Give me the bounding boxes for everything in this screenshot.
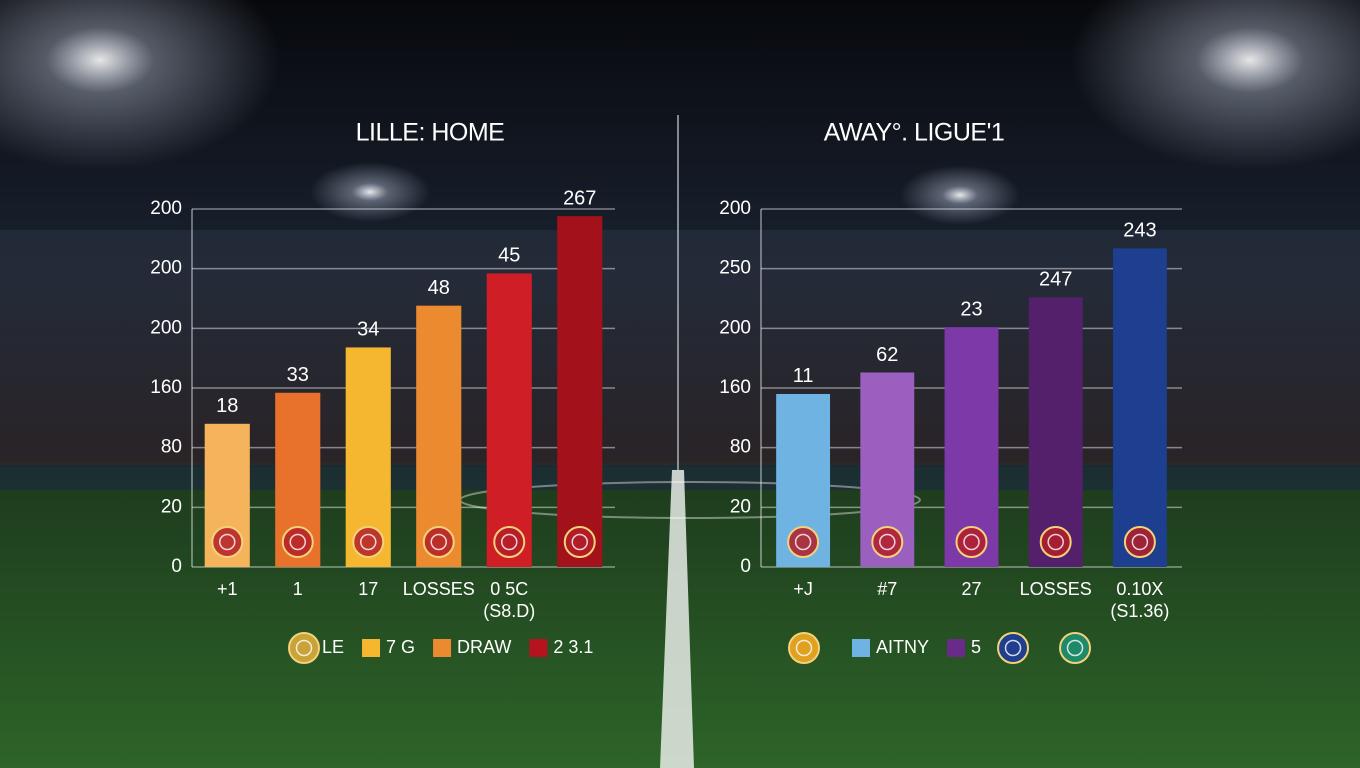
x-tick-label: 27 — [961, 579, 981, 599]
team-badge — [788, 632, 820, 664]
team-badge-inner — [794, 533, 812, 551]
team-badge-inner — [1131, 533, 1149, 551]
value-label: 243 — [1123, 220, 1156, 242]
y-tick-label: 200 — [150, 258, 182, 279]
value-label: 62 — [876, 344, 898, 366]
team-badge — [563, 526, 596, 558]
team-badge-inner — [360, 533, 377, 551]
x-tick-label: 0.10X — [1116, 579, 1163, 599]
team-badge-inner — [571, 533, 588, 551]
y-tick-label: 200 — [150, 198, 182, 219]
legend-swatch — [529, 639, 548, 657]
halfway-line — [660, 470, 694, 768]
floodlight — [900, 165, 1020, 225]
team-badge-inner — [1066, 639, 1084, 657]
chart-title: LILLE: HOME — [356, 119, 505, 147]
value-label: 267 — [563, 187, 596, 209]
x-tick-label: +J — [793, 579, 813, 599]
chart-title: AWAY°. LIGUE'1 — [824, 119, 1005, 147]
y-tick-label: 250 — [719, 258, 751, 279]
team-badge-inner — [1047, 533, 1064, 551]
legend-label: 2 3.1 — [553, 637, 593, 657]
y-tick-label: 0 — [171, 556, 182, 577]
y-tick-label: 160 — [150, 377, 182, 398]
team-badge — [997, 632, 1030, 664]
team-badge — [871, 526, 904, 558]
team-badge — [955, 526, 988, 558]
team-badge-inner — [289, 533, 306, 551]
floodlight — [0, 0, 280, 170]
team-badge — [352, 526, 385, 558]
team-badge — [288, 632, 320, 664]
team-badge-inner — [430, 533, 447, 551]
x-tick-label: 17 — [358, 579, 378, 599]
team-badge — [422, 526, 455, 558]
value-label: 48 — [428, 277, 450, 299]
legend-swatch — [947, 639, 966, 657]
x-tick-label: 1 — [293, 579, 303, 599]
legend-swatch — [433, 639, 452, 657]
legend-label: LE — [322, 637, 344, 657]
team-badge-inner — [963, 533, 980, 551]
y-tick-label: 20 — [730, 496, 751, 517]
floodlight — [310, 162, 430, 222]
team-badge — [1039, 526, 1072, 558]
value-label: 23 — [960, 298, 982, 320]
x-tick-label: (S8.D) — [483, 601, 535, 621]
value-label: 247 — [1039, 269, 1072, 291]
team-badge — [281, 526, 314, 558]
value-label: 33 — [287, 364, 309, 386]
team-badge-inner — [295, 639, 313, 657]
bar — [416, 305, 462, 567]
team-badge-inner — [219, 533, 236, 551]
value-label: 11 — [793, 365, 814, 387]
team-badge — [1059, 632, 1092, 664]
bar — [486, 273, 532, 567]
y-tick-label: 80 — [161, 437, 182, 458]
team-badge — [787, 526, 820, 558]
x-tick-label: LOSSES — [1020, 579, 1092, 599]
y-tick-label: 20 — [161, 496, 182, 517]
y-tick-label: 200 — [719, 317, 751, 338]
y-tick-label: 200 — [719, 198, 751, 219]
y-tick-label: 200 — [150, 317, 182, 338]
y-tick-label: 0 — [740, 556, 751, 577]
team-badge-inner — [501, 533, 518, 551]
team-badge — [211, 526, 244, 558]
x-tick-label: +1 — [217, 579, 238, 599]
value-label: 45 — [498, 245, 520, 267]
legend-label: AITNY — [876, 637, 929, 657]
y-tick-label: 80 — [730, 437, 751, 458]
legend-swatch — [362, 639, 381, 657]
team-badge-inner — [1004, 639, 1022, 657]
team-badge — [1123, 526, 1156, 558]
x-tick-label: (S1.36) — [1110, 601, 1169, 621]
bar — [1112, 248, 1167, 567]
legend-label: 7 G — [386, 637, 415, 657]
bar — [557, 216, 603, 567]
x-tick-label: #7 — [877, 579, 897, 599]
value-label: 18 — [216, 395, 238, 417]
value-label: 34 — [357, 319, 379, 341]
floodlight — [1070, 0, 1360, 170]
legend-label: DRAW — [457, 637, 511, 657]
bar — [1028, 297, 1083, 567]
y-tick-label: 160 — [719, 377, 751, 398]
legend-label: 5 — [971, 637, 981, 657]
x-tick-label: 0 5C — [490, 579, 528, 599]
legend-swatch — [852, 639, 870, 657]
team-badge-inner — [879, 533, 896, 551]
charts: LILLE: HOME02080160200200200183334484526… — [150, 119, 1182, 664]
team-badge-inner — [795, 639, 813, 657]
team-badge — [493, 526, 526, 558]
x-tick-label: LOSSES — [403, 579, 475, 599]
